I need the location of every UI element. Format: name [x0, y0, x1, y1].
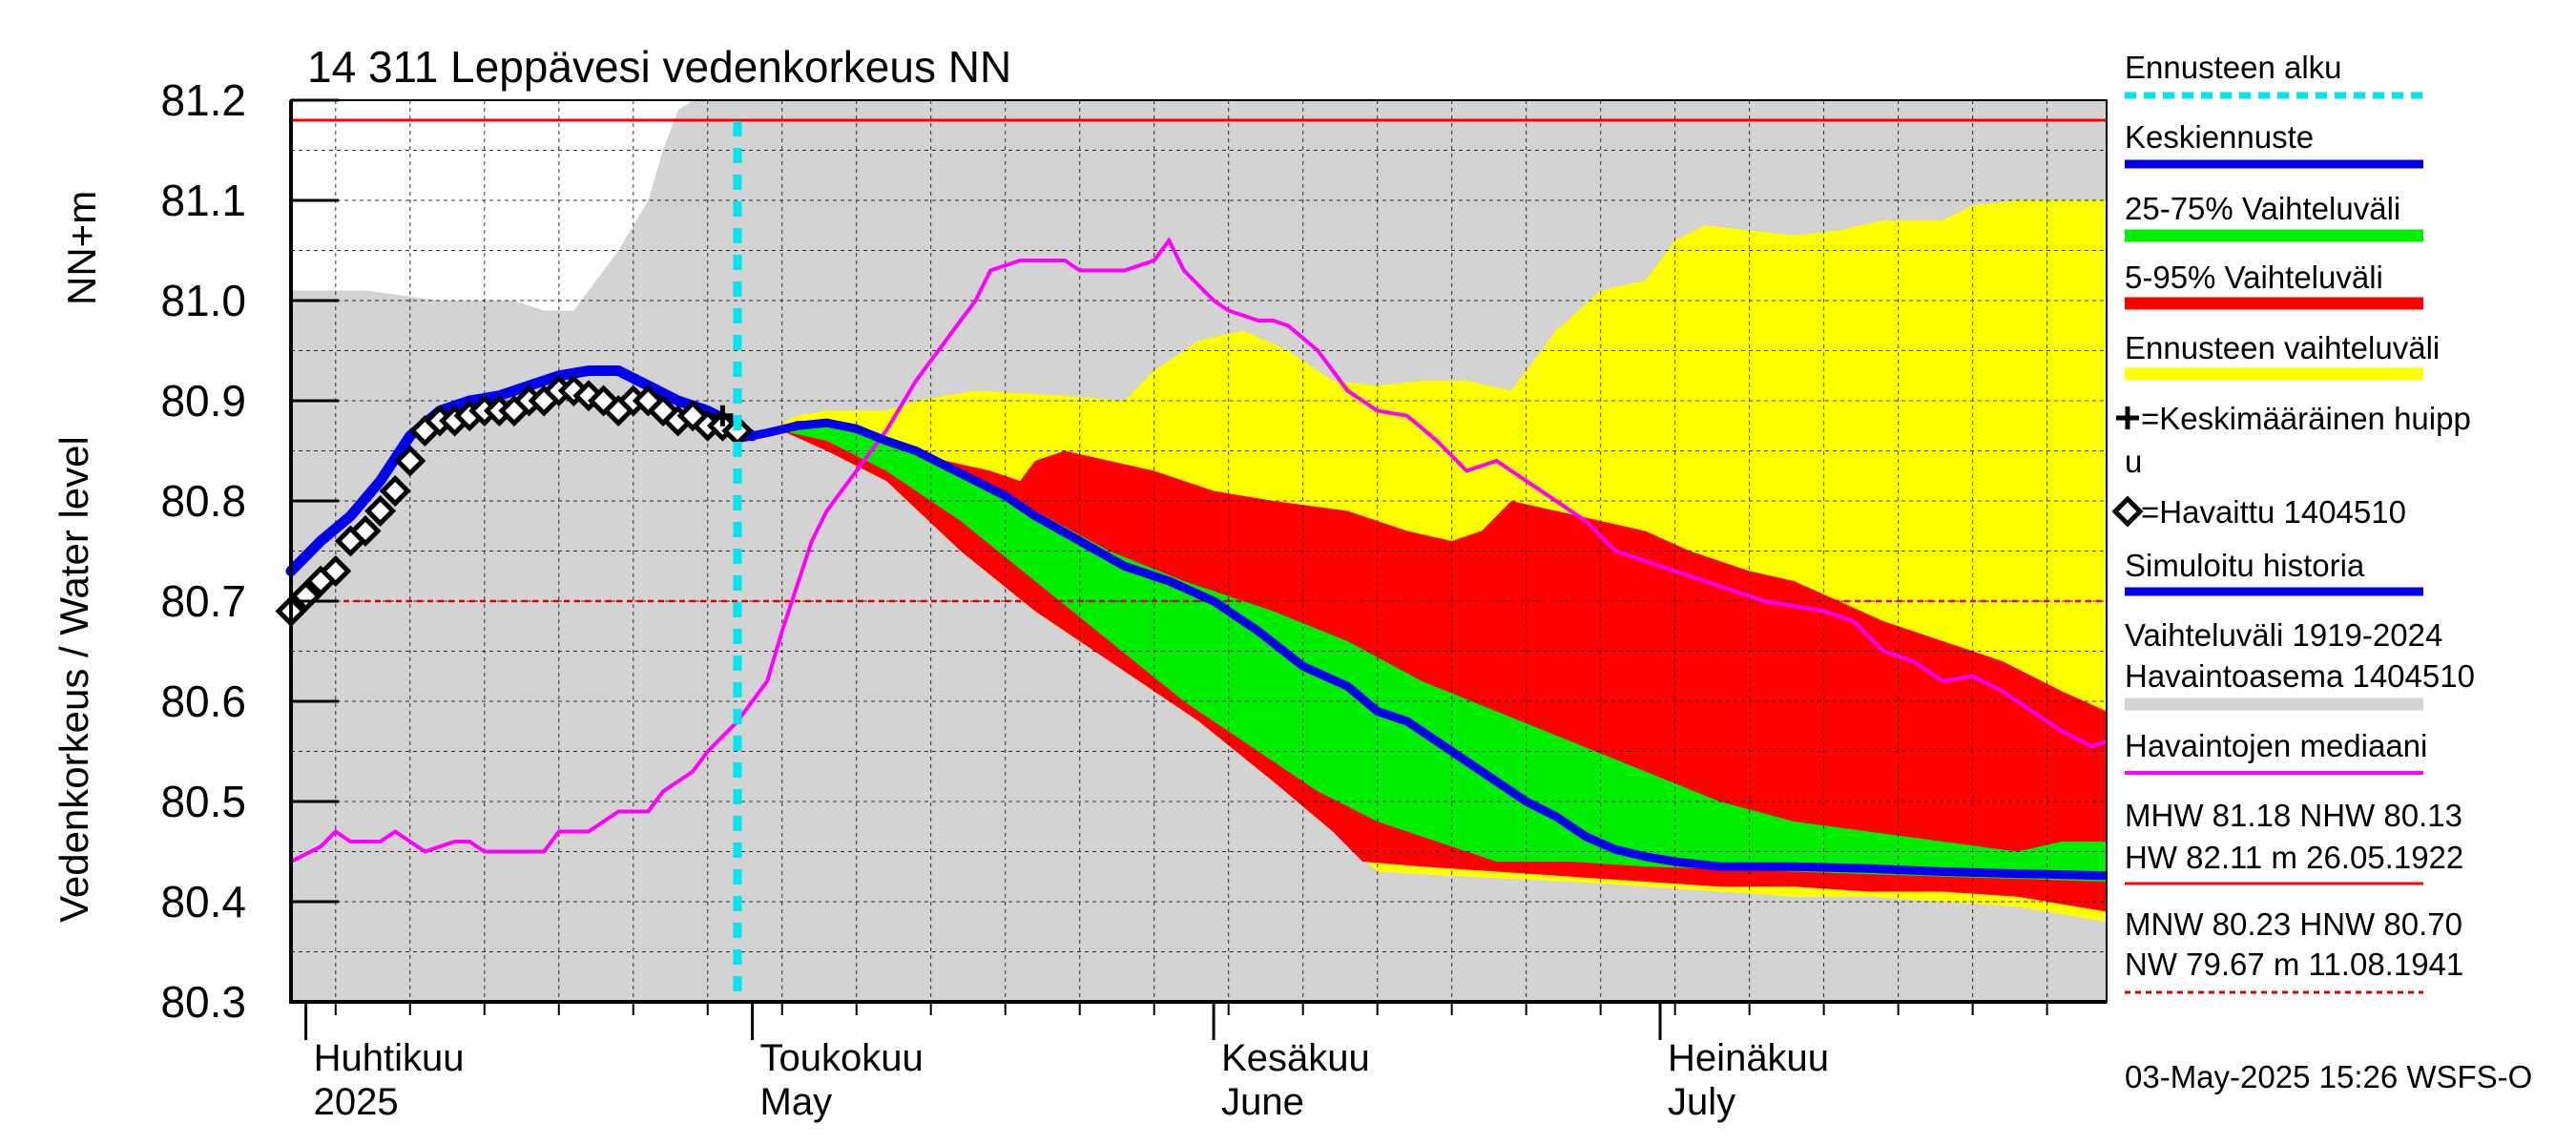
- legend-stats-low-1: MNW 80.23 HNW 80.70: [2125, 906, 2462, 942]
- x-tick-sublabel: May: [760, 1081, 833, 1123]
- legend-mean-peak-marker: [2116, 406, 2139, 429]
- observed-point: [394, 445, 426, 477]
- chart-title: 14 311 Leppävesi vedenkorkeus NN: [307, 42, 1011, 92]
- legend-observed-label: =Havaittu 1404510: [2141, 494, 2406, 530]
- legend-median-label: Havaintojen mediaani: [2125, 728, 2427, 763]
- y-axis-title: Vedenkorkeus / Water level: [52, 436, 96, 923]
- median-line: [290, 237, 2108, 864]
- legend-p5-95-label: 5-95% Vaihteluväli: [2125, 260, 2383, 295]
- legend-mean-forecast-label: Keskiennuste: [2125, 119, 2314, 155]
- x-tick-label: Toukokuu: [760, 1037, 924, 1079]
- legend-mean-peak-label-cont: u: [2125, 444, 2142, 479]
- legend-hist-range-label-cont: Havaintoasema 1404510: [2125, 658, 2475, 694]
- legend-stats-high-1: MHW 81.18 NHW 80.13: [2125, 798, 2462, 833]
- footer-timestamp: 03-May-2025 15:26 WSFS-O: [2125, 1059, 2532, 1094]
- mean-forecast-line: [737, 418, 2108, 881]
- legend-forecast-start-label: Ennusteen alku: [2125, 50, 2342, 85]
- y-tick-label: 80.3: [160, 977, 246, 1027]
- legend: Ennusteen alku Keskiennuste 25-75% Vaihtel…: [2111, 50, 2475, 994]
- y-tick-label: 81.0: [160, 276, 246, 325]
- y-tick-label: 80.8: [160, 476, 246, 526]
- observed-point: [364, 494, 397, 528]
- observed-point: [320, 554, 352, 588]
- y-tick-label: 81.2: [160, 75, 246, 125]
- observed-point: [379, 474, 411, 508]
- y-tick-label: 80.9: [160, 376, 246, 426]
- legend-forecast-range-label: Ennusteen vaihteluväli: [2125, 330, 2440, 365]
- legend-stats-high-2: HW 82.11 m 26.05.1922: [2125, 840, 2463, 875]
- x-tick-label: Kesäkuu: [1221, 1037, 1370, 1079]
- x-tick-sublabel: 2025: [314, 1081, 399, 1123]
- y-tick-label: 80.7: [160, 576, 246, 626]
- x-tick-sublabel: July: [1668, 1081, 1735, 1123]
- x-tick-label: Heinäkuu: [1668, 1037, 1829, 1079]
- legend-stats-low-2: NW 79.67 m 11.08.1941: [2125, 947, 2463, 982]
- legend-observed-marker: [2111, 495, 2144, 528]
- y-tick-label: 80.4: [160, 877, 246, 926]
- y-tick-label: 80.6: [160, 677, 246, 726]
- legend-simulated-label: Simuloitu historia: [2125, 548, 2365, 583]
- legend-mean-peak-label: =Keskimääräinen huipp: [2141, 401, 2471, 436]
- y-tick-labels: 80.3 80.4 80.5 80.6 80.7 80.8 80.9 81.0 81.1 81.2: [160, 75, 246, 1027]
- legend-hist-range-label: Vaihteluväli 1919-2024: [2125, 617, 2442, 653]
- plot-area: [275, 98, 2108, 1040]
- mean-peak-marker: [712, 405, 734, 427]
- x-tick-label: Huhtikuu: [314, 1037, 465, 1079]
- y-tick-label: 80.5: [160, 777, 246, 826]
- x-tick-sublabel: June: [1221, 1081, 1304, 1123]
- observed-point: [349, 514, 382, 548]
- legend-p25-75-label: 25-75% Vaihteluväli: [2125, 191, 2400, 226]
- y-tick-label: 81.1: [160, 176, 246, 225]
- y-unit-label: NN+m: [59, 191, 104, 305]
